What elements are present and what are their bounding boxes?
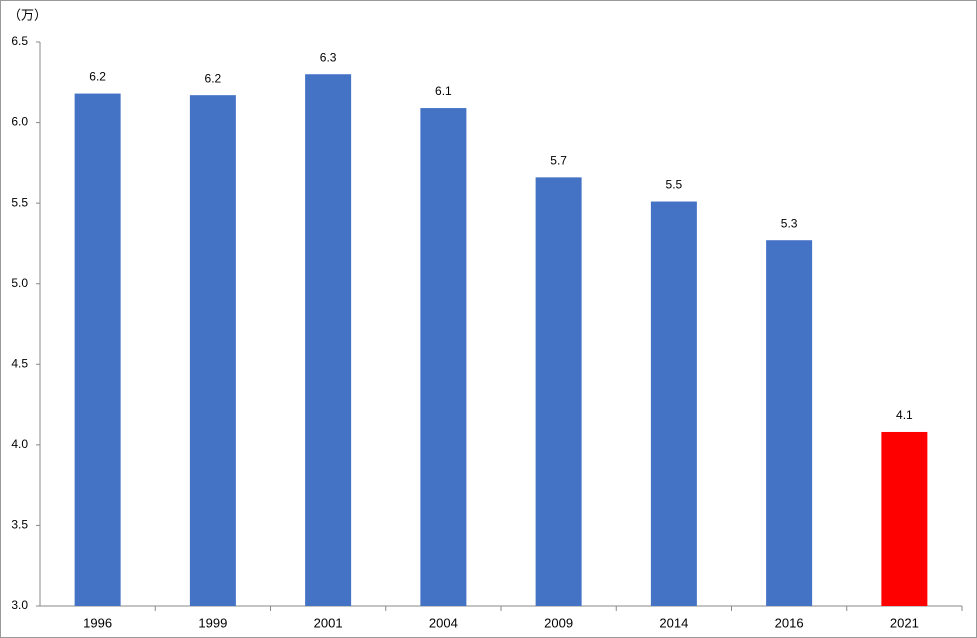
x-tick-label: 2014 <box>659 615 688 630</box>
bar <box>766 240 813 606</box>
bar <box>305 74 352 606</box>
y-axis-label: （万） <box>8 7 47 22</box>
bar <box>535 177 582 607</box>
x-tick-label: 1999 <box>198 615 227 630</box>
bar <box>420 108 467 606</box>
value-label: 6.2 <box>205 71 222 85</box>
y-tick-label: 3.5 <box>11 518 28 532</box>
y-tick-label: 5.5 <box>11 195 28 209</box>
bar <box>74 93 121 606</box>
x-tick-label: 2016 <box>775 615 804 630</box>
x-tick-label: 1996 <box>83 615 112 630</box>
x-tick-label: 2001 <box>314 615 343 630</box>
value-label: 5.7 <box>550 154 567 168</box>
y-tick-label: 4.0 <box>11 437 28 451</box>
value-label: 6.1 <box>435 84 452 98</box>
x-tick-label: 2021 <box>890 615 919 630</box>
bar <box>650 201 697 606</box>
y-tick-label: 4.5 <box>11 356 28 370</box>
value-label: 5.3 <box>781 216 798 230</box>
x-tick-label: 2004 <box>429 615 458 630</box>
y-tick-label: 3.0 <box>11 598 28 612</box>
y-tick-label: 6.5 <box>11 34 28 48</box>
value-label: 5.5 <box>666 178 683 192</box>
y-tick-label: 5.0 <box>11 276 28 290</box>
bar <box>881 431 928 606</box>
value-label: 4.1 <box>896 408 913 422</box>
bar <box>189 95 236 607</box>
x-tick-label: 2009 <box>544 615 573 630</box>
y-tick-label: 6.0 <box>11 115 28 129</box>
value-label: 6.2 <box>89 70 106 84</box>
value-label: 6.3 <box>320 50 337 64</box>
